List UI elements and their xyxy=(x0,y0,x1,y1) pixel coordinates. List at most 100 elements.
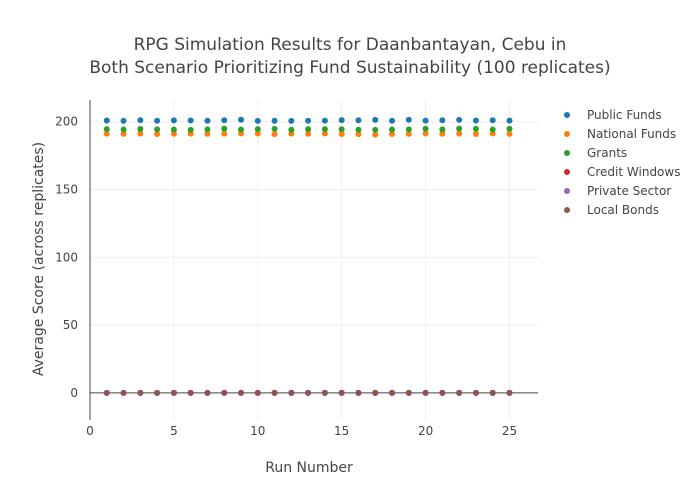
x-tick-label: 0 xyxy=(86,424,94,438)
point-public-funds xyxy=(305,117,312,124)
point-grants xyxy=(154,126,161,133)
legend-marker xyxy=(564,112,570,118)
legend-marker xyxy=(564,150,570,156)
point-grants xyxy=(103,126,110,133)
point-public-funds xyxy=(456,116,463,123)
point-grants xyxy=(405,126,412,133)
point-public-funds xyxy=(271,117,278,124)
y-axis-label: Average Score (across replicates) xyxy=(31,142,47,376)
point-local-bonds xyxy=(187,389,194,396)
legend-item-grants[interactable]: Grants xyxy=(564,146,627,160)
point-local-bonds xyxy=(305,389,312,396)
point-national-funds xyxy=(254,130,261,137)
point-public-funds xyxy=(321,117,328,124)
point-national-funds xyxy=(389,131,396,138)
legend-item-private-sector[interactable]: Private Sector xyxy=(564,184,671,198)
point-local-bonds xyxy=(338,389,345,396)
axes xyxy=(89,100,538,420)
point-local-bonds xyxy=(439,389,446,396)
point-national-funds xyxy=(103,130,110,137)
x-tick-label: 5 xyxy=(170,424,178,438)
x-axis-label: Run Number xyxy=(265,460,353,476)
point-national-funds xyxy=(154,131,161,138)
point-grants xyxy=(506,125,513,132)
point-public-funds xyxy=(154,117,161,124)
legend-item-public-funds[interactable]: Public Funds xyxy=(564,108,662,122)
point-grants xyxy=(338,126,345,133)
point-grants xyxy=(472,125,479,132)
x-tick-label: 20 xyxy=(418,424,433,438)
x-tick-label: 10 xyxy=(250,424,265,438)
point-local-bonds xyxy=(472,389,479,396)
point-local-bonds xyxy=(154,389,161,396)
point-national-funds xyxy=(271,131,278,138)
point-grants xyxy=(221,125,228,132)
point-public-funds xyxy=(254,117,261,124)
point-local-bonds xyxy=(170,389,177,396)
legend-item-credit-windows[interactable]: Credit Windows xyxy=(564,165,680,179)
point-national-funds xyxy=(439,130,446,137)
point-local-bonds xyxy=(355,389,362,396)
point-grants xyxy=(238,126,245,133)
point-national-funds xyxy=(405,130,412,137)
point-national-funds xyxy=(372,131,379,138)
point-local-bonds xyxy=(204,389,211,396)
point-local-bonds xyxy=(271,389,278,396)
point-local-bonds xyxy=(137,389,144,396)
point-public-funds xyxy=(238,116,245,123)
point-local-bonds xyxy=(506,389,513,396)
point-national-funds xyxy=(204,130,211,137)
legend-label: Public Funds xyxy=(587,108,662,122)
y-tick-label: 50 xyxy=(63,318,78,332)
legend-marker xyxy=(564,169,570,175)
point-national-funds xyxy=(120,130,127,137)
point-national-funds xyxy=(338,131,345,138)
point-public-funds xyxy=(389,117,396,124)
point-public-funds xyxy=(405,116,412,123)
data-points xyxy=(103,116,513,396)
point-public-funds xyxy=(506,117,513,124)
point-public-funds xyxy=(338,117,345,124)
x-tick-label: 25 xyxy=(502,424,517,438)
point-local-bonds xyxy=(389,389,396,396)
point-national-funds xyxy=(506,130,513,137)
legend-marker xyxy=(564,207,570,213)
legend-item-national-funds[interactable]: National Funds xyxy=(564,127,676,141)
point-public-funds xyxy=(120,117,127,124)
point-grants xyxy=(439,126,446,133)
chart-title-line-2: Both Scenario Prioritizing Fund Sustaina… xyxy=(89,58,610,78)
grid-lines xyxy=(90,100,538,420)
legend-item-local-bonds[interactable]: Local Bonds xyxy=(564,203,659,217)
point-national-funds xyxy=(170,130,177,137)
point-local-bonds xyxy=(405,389,412,396)
point-grants xyxy=(254,126,261,133)
point-public-funds xyxy=(137,117,144,124)
point-public-funds xyxy=(372,116,379,123)
point-national-funds xyxy=(221,130,228,137)
legend[interactable]: Public Funds National Funds Grants Credit W… xyxy=(564,108,680,217)
y-tick-label: 150 xyxy=(55,182,78,196)
chart-title-line-1: RPG Simulation Results for Daanbantayan,… xyxy=(134,35,567,55)
point-local-bonds xyxy=(489,389,496,396)
point-public-funds xyxy=(355,117,362,124)
legend-marker xyxy=(564,131,570,137)
point-grants xyxy=(204,126,211,133)
point-grants xyxy=(372,126,379,133)
point-grants xyxy=(305,126,312,133)
point-local-bonds xyxy=(372,389,379,396)
tick-labels: 0 5 10 15 20 25 0 50 100 150 200 xyxy=(55,115,517,438)
legend-label: National Funds xyxy=(587,127,676,141)
point-national-funds xyxy=(321,130,328,137)
point-public-funds xyxy=(221,117,228,124)
point-national-funds xyxy=(305,130,312,137)
point-public-funds xyxy=(489,117,496,124)
point-public-funds xyxy=(439,117,446,124)
point-grants xyxy=(137,126,144,133)
point-local-bonds xyxy=(288,389,295,396)
legend-label: Credit Windows xyxy=(587,165,680,179)
point-grants xyxy=(456,125,463,132)
point-local-bonds xyxy=(103,389,110,396)
point-local-bonds xyxy=(254,389,261,396)
